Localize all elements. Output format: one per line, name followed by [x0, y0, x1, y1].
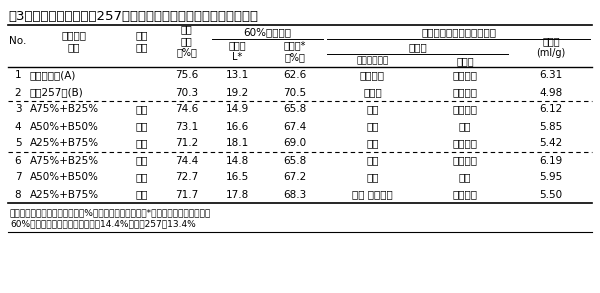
Text: やや硬め: やや硬め	[452, 139, 478, 149]
Text: 個別: 個別	[135, 190, 148, 200]
Text: 74.4: 74.4	[175, 156, 198, 166]
Text: べとっく: べとっく	[360, 71, 385, 81]
Text: 71.2: 71.2	[175, 139, 198, 149]
Text: 67.2: 67.2	[283, 173, 307, 183]
Text: 製粉
歩留
（%）: 製粉 歩留 （%）	[176, 24, 197, 58]
Text: 加水
方法: 加水 方法	[135, 30, 148, 52]
Text: 混合: 混合	[135, 122, 148, 132]
Text: 16.5: 16.5	[226, 173, 249, 183]
Text: 65.8: 65.8	[283, 156, 307, 166]
Text: 良い: 良い	[366, 173, 379, 183]
Text: 注）製粉条件　加水目標：１６%　篩：硬質用を使用　*ファリノグラフの吸水率: 注）製粉条件 加水目標：１６% 篩：硬質用を使用 *ファリノグラフの吸水率	[10, 209, 211, 217]
Text: 60%粉の性状: 60%粉の性状	[244, 27, 292, 37]
Text: 75.6: 75.6	[175, 71, 198, 81]
Text: やや硬め: やや硬め	[452, 190, 478, 200]
Text: 6.19: 6.19	[539, 156, 563, 166]
Text: 個別: 個別	[135, 173, 148, 183]
Text: 北海257号(B): 北海257号(B)	[30, 88, 84, 98]
Text: やわらか: やわらか	[452, 71, 478, 81]
Text: 表3　ハルユタカと北海257号のブレンド小麦粉の性状と製パン性: 表3 ハルユタカと北海257号のブレンド小麦粉の性状と製パン性	[8, 10, 258, 23]
Text: 67.4: 67.4	[283, 122, 307, 132]
Text: 13.1: 13.1	[226, 71, 249, 81]
Text: A25%+B75%: A25%+B75%	[30, 139, 99, 149]
Text: 6.31: 6.31	[539, 71, 563, 81]
Text: 混合: 混合	[135, 105, 148, 115]
Text: 5.42: 5.42	[539, 139, 563, 149]
Text: A50%+B50%: A50%+B50%	[30, 173, 99, 183]
Text: やや べとっく: やや べとっく	[352, 190, 393, 200]
Text: A75%+B25%: A75%+B25%	[30, 105, 99, 115]
Text: 作業性: 作業性	[408, 42, 427, 52]
Text: A50%+B50%: A50%+B50%	[30, 122, 99, 132]
Text: 17.8: 17.8	[226, 190, 249, 200]
Text: 72.7: 72.7	[175, 173, 198, 183]
Text: 良い: 良い	[459, 173, 471, 183]
Text: ブレンド
方法: ブレンド 方法	[62, 30, 86, 52]
Text: 5.95: 5.95	[539, 173, 563, 183]
Text: やや硬め: やや硬め	[452, 88, 478, 98]
Text: 74.6: 74.6	[175, 105, 198, 115]
Text: やわらか: やわらか	[452, 105, 478, 115]
Text: 5: 5	[14, 139, 22, 149]
Text: 5.85: 5.85	[539, 122, 563, 132]
Text: 71.7: 71.7	[175, 190, 198, 200]
Text: 7: 7	[14, 173, 22, 183]
Text: 70.3: 70.3	[175, 88, 198, 98]
Text: 60%粉の蛋白質含量：ハルユタカ14.4%、北海257号13.4%: 60%粉の蛋白質含量：ハルユタカ14.4%、北海257号13.4%	[10, 219, 196, 229]
Text: 14.9: 14.9	[226, 105, 249, 115]
Text: 吸水率*
（%）: 吸水率* （%）	[284, 40, 306, 62]
Text: 4: 4	[14, 122, 22, 132]
Text: 73.1: 73.1	[175, 122, 198, 132]
Text: 8: 8	[14, 190, 22, 200]
Text: ミキシング時: ミキシング時	[356, 57, 389, 66]
Text: 70.5: 70.5	[283, 88, 307, 98]
Text: 16.6: 16.6	[226, 122, 249, 132]
Text: ハルユタカ(A): ハルユタカ(A)	[30, 71, 76, 81]
Text: 製パン性（ストレート法）: 製パン性（ストレート法）	[421, 27, 496, 37]
Text: 4.98: 4.98	[539, 88, 563, 98]
Text: 14.8: 14.8	[226, 156, 249, 166]
Text: 良い: 良い	[459, 122, 471, 132]
Text: 比容積
(ml/g): 比容積 (ml/g)	[536, 36, 566, 58]
Text: 1: 1	[14, 71, 22, 81]
Text: 65.8: 65.8	[283, 105, 307, 115]
Text: A25%+B75%: A25%+B75%	[30, 190, 99, 200]
Text: 6.12: 6.12	[539, 105, 563, 115]
Text: 5.50: 5.50	[539, 190, 563, 200]
Text: 黄色味
L*: 黄色味 L*	[229, 40, 247, 62]
Text: 良い: 良い	[366, 105, 379, 115]
Text: 良い: 良い	[366, 156, 379, 166]
Text: 3: 3	[14, 105, 22, 115]
Text: もろい: もろい	[363, 88, 382, 98]
Text: 19.2: 19.2	[226, 88, 249, 98]
Text: やわらか: やわらか	[452, 156, 478, 166]
Text: 成型時: 成型時	[456, 56, 474, 66]
Text: 69.0: 69.0	[283, 139, 307, 149]
Text: 18.1: 18.1	[226, 139, 249, 149]
Text: 62.6: 62.6	[283, 71, 307, 81]
Text: 68.3: 68.3	[283, 190, 307, 200]
Text: 6: 6	[14, 156, 22, 166]
Text: 良い: 良い	[366, 122, 379, 132]
Text: No.: No.	[10, 36, 26, 46]
Text: 良い: 良い	[366, 139, 379, 149]
Text: 混合: 混合	[135, 139, 148, 149]
Text: A75%+B25%: A75%+B25%	[30, 156, 99, 166]
Text: 2: 2	[14, 88, 22, 98]
Text: 個別: 個別	[135, 156, 148, 166]
